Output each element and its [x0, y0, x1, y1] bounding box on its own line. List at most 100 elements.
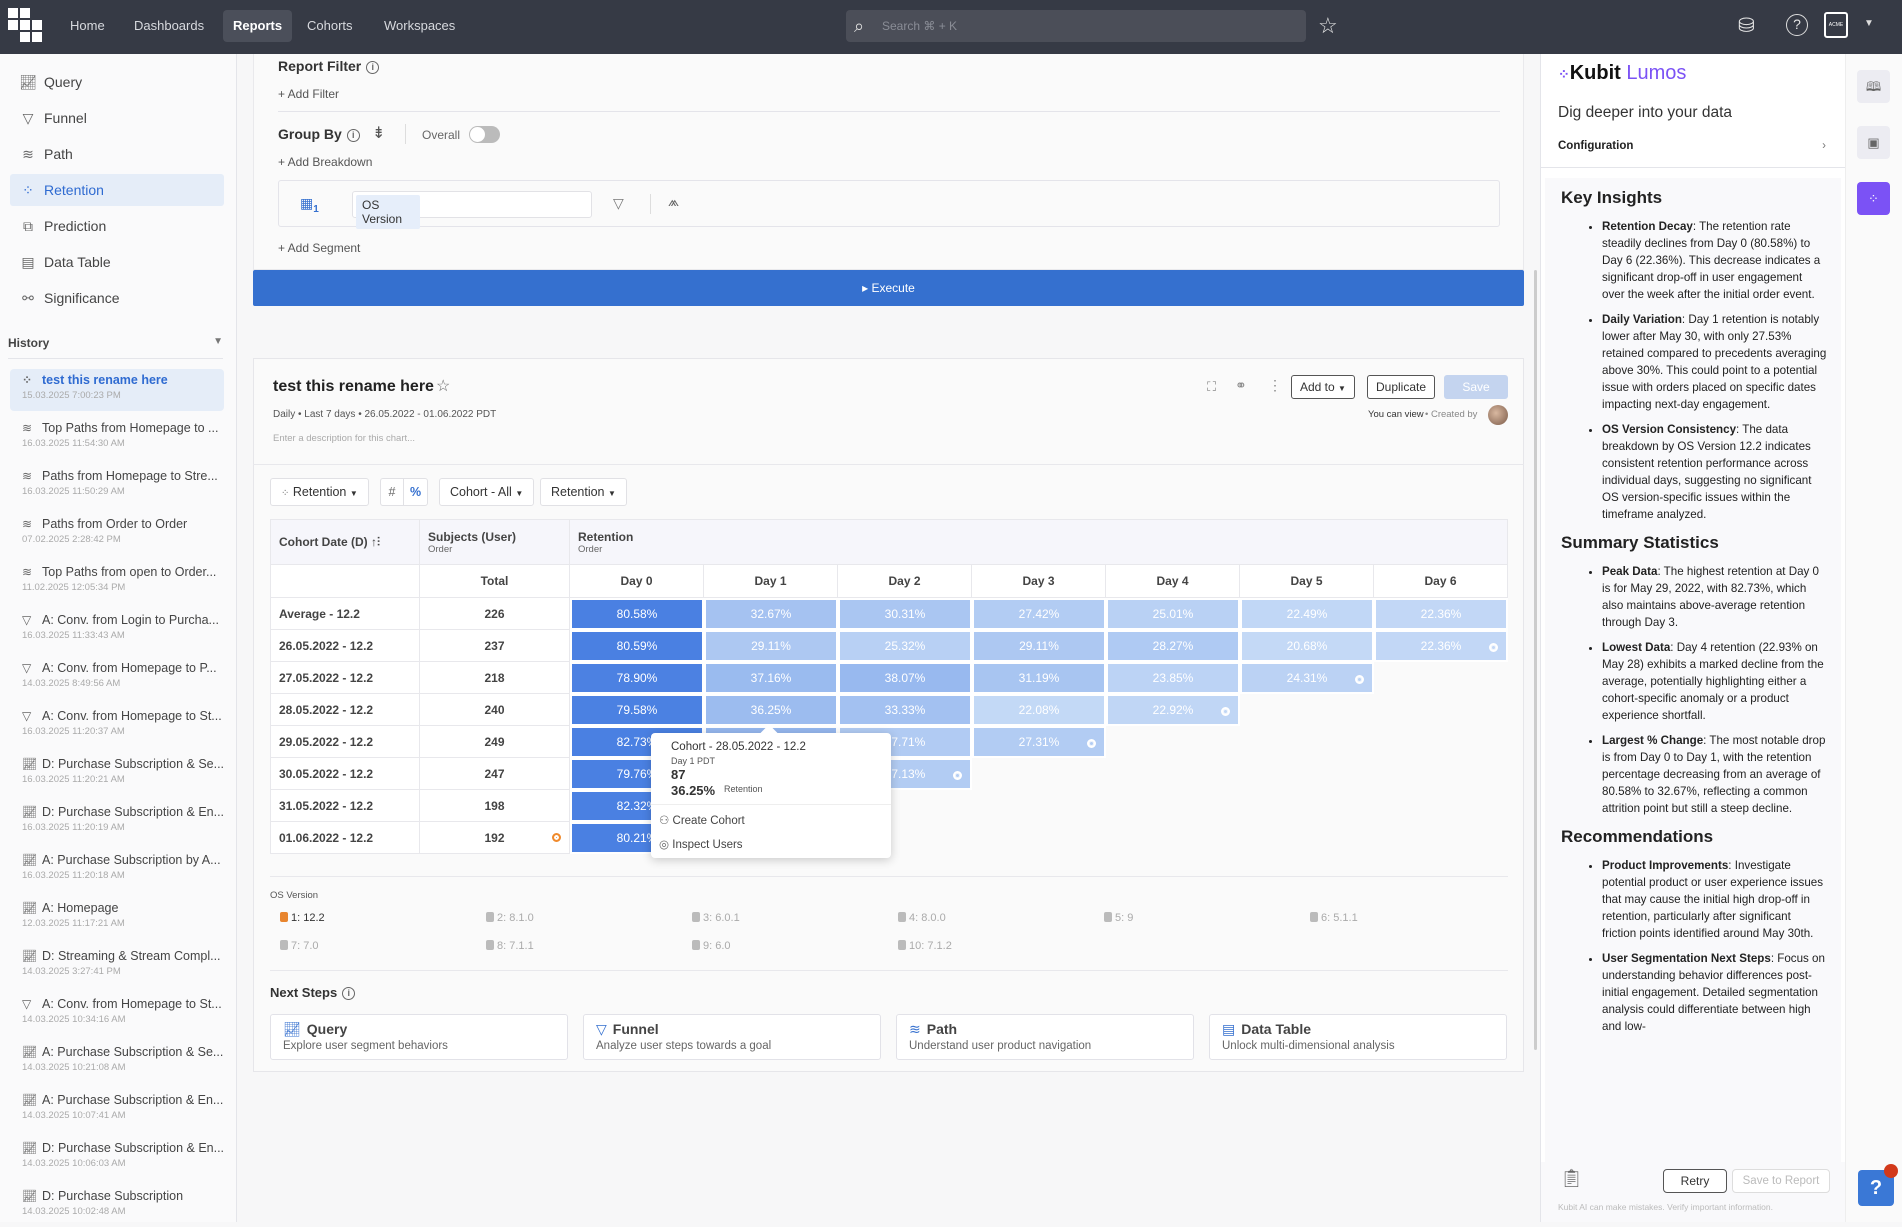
cohort-date-cell[interactable]: 30.05.2022 - 12.2: [270, 758, 420, 790]
sort-icon[interactable]: ⇟: [372, 125, 386, 142]
search-input[interactable]: ⌕ Search ⌘ + K: [846, 10, 1306, 42]
breakdown-property-select[interactable]: OS Version: [352, 191, 592, 229]
retention-cell[interactable]: 27.31%: [972, 726, 1106, 758]
next-step-path[interactable]: ≋ Path Understand user product navigation: [896, 1014, 1194, 1060]
configuration-row[interactable]: Configuration ›: [1558, 140, 1826, 152]
add-segment-link[interactable]: + Add Segment: [278, 241, 361, 255]
retention-cell[interactable]: 37.16%: [704, 662, 838, 694]
app-logo-icon[interactable]: [8, 8, 44, 44]
retention-cell[interactable]: 22.92%: [1106, 694, 1240, 726]
percent-mode-button[interactable]: %: [409, 485, 422, 499]
count-mode-button[interactable]: #: [381, 479, 404, 505]
book-icon[interactable]: 🕮︎: [1857, 70, 1890, 103]
retention-cell[interactable]: 80.59%: [570, 630, 704, 662]
retention-cell[interactable]: 30.31%: [838, 598, 972, 630]
nav-cohorts[interactable]: Cohorts: [307, 18, 353, 33]
retention-cell[interactable]: 22.08%: [972, 694, 1106, 726]
execute-button[interactable]: ▸ Execute: [253, 270, 1524, 306]
retention-cell[interactable]: 33.33%: [838, 694, 972, 726]
sidebar-item-funnel[interactable]: ▽ Funnel: [10, 102, 224, 134]
report-title[interactable]: test this rename here: [273, 378, 434, 395]
chart-type-dropdown[interactable]: ⁘ Retention ▼: [270, 478, 369, 506]
create-cohort-menu-item[interactable]: ⚇ Create Cohort: [659, 813, 745, 827]
retention-cell[interactable]: 32.67%: [704, 598, 838, 630]
sidebar-item-significance[interactable]: ⚯ Significance: [10, 282, 224, 314]
next-step-funnel[interactable]: ▽ Funnel Analyze user steps towards a goal: [583, 1014, 881, 1060]
info-icon[interactable]: i: [366, 61, 380, 74]
description-input[interactable]: Enter a description for this chart...: [273, 433, 416, 444]
history-item[interactable]: ≋ Top Paths from open to Order... 11.02.20…: [10, 561, 224, 603]
save-button[interactable]: Save: [1444, 375, 1508, 399]
add-filter-link[interactable]: + Add Filter: [278, 87, 340, 101]
distribution-icon[interactable]: ⩕: [668, 193, 680, 209]
note-icon[interactable]: ▣: [1857, 126, 1890, 159]
history-item[interactable]: 📈︎ D: Streaming & Stream Compl... 14.03.20…: [10, 945, 224, 987]
history-item[interactable]: 📈︎ D: Purchase Subscription & En... 16.03.…: [10, 801, 224, 843]
database-icon[interactable]: ⛁: [1738, 15, 1755, 37]
filter-funnel-icon[interactable]: ▽: [613, 195, 624, 211]
history-item[interactable]: ▽ A: Conv. from Homepage to P... 14.03.202…: [10, 657, 224, 699]
legend-item[interactable]: 9: 6.0: [692, 940, 731, 952]
cohort-date-cell[interactable]: 29.05.2022 - 12.2: [270, 726, 420, 758]
overall-toggle[interactable]: [469, 126, 500, 143]
retention-cell[interactable]: 25.32%: [838, 630, 972, 662]
legend-item[interactable]: 8: 7.1.1: [486, 940, 534, 952]
retention-cell[interactable]: 20.68%: [1240, 630, 1374, 662]
help-icon[interactable]: ?: [1786, 14, 1808, 36]
retention-cell[interactable]: 38.07%: [838, 662, 972, 694]
next-step-data-table[interactable]: ▤ Data Table Unlock multi-dimensional anal…: [1209, 1014, 1507, 1060]
cohort-date-cell[interactable]: Average - 12.2: [270, 598, 420, 630]
sidebar-item-prediction[interactable]: ⧉ Prediction: [10, 210, 224, 242]
add-to-button[interactable]: Add to ▼: [1291, 375, 1355, 399]
metric-dropdown[interactable]: Retention ▼: [540, 478, 627, 506]
history-item[interactable]: 📈︎ A: Purchase Subscription & Se... 14.03.…: [10, 1041, 224, 1083]
column-header-cohort-date[interactable]: Cohort Date (D) ↑⫶: [270, 519, 420, 565]
cohort-dropdown[interactable]: Cohort - All ▼: [439, 478, 535, 506]
history-item[interactable]: ▽ A: Conv. from Homepage to St... 14.03.20…: [10, 993, 224, 1035]
retention-cell[interactable]: 79.58%: [570, 694, 704, 726]
legend-item[interactable]: 2: 8.1.0: [486, 912, 534, 924]
history-item[interactable]: ▽ A: Conv. from Homepage to St... 16.03.20…: [10, 705, 224, 747]
retention-cell[interactable]: 29.11%: [704, 630, 838, 662]
info-icon[interactable]: i: [346, 129, 360, 142]
more-menu-icon[interactable]: ⋮: [1268, 377, 1282, 393]
retention-cell[interactable]: 24.31%: [1240, 662, 1374, 694]
history-item[interactable]: 📈︎ D: Purchase Subscription & Se... 16.03.…: [10, 753, 224, 795]
retention-cell[interactable]: 22.49%: [1240, 598, 1374, 630]
nav-dashboards[interactable]: Dashboards: [134, 18, 205, 33]
clipboard-icon[interactable]: 📋︎: [1560, 1168, 1583, 1188]
legend-item[interactable]: 5: 9: [1104, 912, 1133, 924]
legend-item[interactable]: 7: 7.0: [280, 940, 319, 952]
add-breakdown-link[interactable]: + Add Breakdown: [278, 155, 373, 169]
history-item[interactable]: 📈︎ D: Purchase Subscription 14.03.2025 10:…: [10, 1185, 224, 1227]
retention-cell[interactable]: 22.36%: [1374, 598, 1508, 630]
retention-cell[interactable]: 78.90%: [570, 662, 704, 694]
sidebar-item-data-table[interactable]: ▤ Data Table: [10, 246, 224, 278]
duplicate-button[interactable]: Duplicate: [1367, 375, 1436, 399]
favorite-star-icon[interactable]: ☆: [436, 378, 451, 395]
history-item[interactable]: 📈︎ D: Purchase Subscription & En... 14.03.…: [10, 1137, 224, 1179]
save-to-report-button[interactable]: Save to Report: [1732, 1169, 1830, 1193]
cohort-date-cell[interactable]: 26.05.2022 - 12.2: [270, 630, 420, 662]
cohort-date-cell[interactable]: 28.05.2022 - 12.2: [270, 694, 420, 726]
fullscreen-icon[interactable]: ⛶: [1207, 379, 1217, 394]
sort-icon[interactable]: ↑⫶: [371, 534, 381, 549]
retention-cell[interactable]: 27.42%: [972, 598, 1106, 630]
nav-home[interactable]: Home: [70, 18, 105, 33]
history-item[interactable]: 📈︎ A: Purchase Subscription & En... 14.03.…: [10, 1089, 224, 1131]
retention-cell[interactable]: 80.58%: [570, 598, 704, 630]
creator-avatar[interactable]: [1488, 405, 1508, 425]
history-item[interactable]: ▽ A: Conv. from Login to Purcha... 16.03.2…: [10, 609, 224, 651]
main-scrollbar[interactable]: [1534, 270, 1537, 1050]
history-item[interactable]: ≋ Top Paths from Homepage to ... 16.03.202…: [10, 417, 224, 459]
cohort-date-cell[interactable]: 27.05.2022 - 12.2: [270, 662, 420, 694]
retention-cell[interactable]: 25.01%: [1106, 598, 1240, 630]
caret-down-icon[interactable]: ▼: [213, 336, 223, 347]
retention-cell[interactable]: 36.25%: [704, 694, 838, 726]
legend-item[interactable]: 1: 12.2: [280, 912, 325, 924]
cohort-date-cell[interactable]: 31.05.2022 - 12.2: [270, 790, 420, 822]
retention-cell[interactable]: 29.11%: [972, 630, 1106, 662]
favorite-star-icon[interactable]: ☆: [1318, 13, 1338, 38]
retry-button[interactable]: Retry: [1663, 1169, 1727, 1193]
ai-insights-body[interactable]: Key Insights Retention Decay: The retenti…: [1545, 178, 1841, 1168]
